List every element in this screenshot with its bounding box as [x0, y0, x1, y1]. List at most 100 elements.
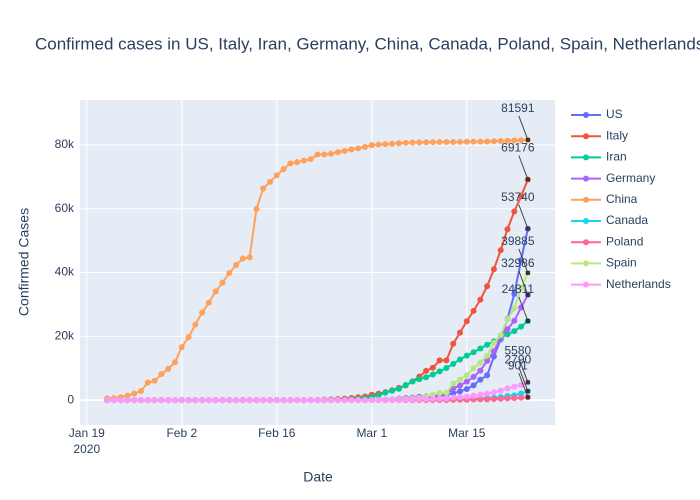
x-axis-title: Date	[303, 469, 333, 485]
annotation-label: 901	[508, 358, 528, 372]
legend-item[interactable]: China	[571, 192, 638, 206]
annotation-head	[525, 137, 530, 142]
data-point	[395, 140, 402, 147]
data-point	[518, 285, 525, 292]
data-point	[328, 397, 335, 404]
data-point	[219, 279, 226, 286]
data-point	[463, 378, 470, 385]
data-point	[518, 137, 525, 144]
annotation-arrow	[518, 358, 529, 383]
legend-marker	[583, 133, 589, 140]
data-point	[463, 393, 470, 400]
data-point	[423, 396, 430, 403]
data-point	[273, 397, 280, 404]
annotation-label: 5580	[505, 343, 532, 357]
data-point	[504, 395, 511, 402]
data-point	[429, 139, 436, 146]
data-point	[165, 397, 172, 404]
data-point	[457, 138, 463, 145]
data-point	[457, 329, 463, 336]
x-tick-label: Mar 15	[448, 426, 486, 440]
data-point	[429, 364, 436, 371]
data-point	[457, 394, 463, 401]
data-point	[165, 365, 172, 372]
data-point	[300, 157, 307, 164]
chart-title: Confirmed cases in US, Italy, Iran, Germ…	[35, 34, 700, 53]
data-point	[497, 137, 504, 144]
data-point	[436, 139, 443, 146]
legend-label: Italy	[606, 128, 628, 142]
data-point	[429, 371, 436, 378]
annotation-head	[525, 318, 530, 323]
legend-label: China	[606, 192, 638, 206]
annotation-head	[525, 380, 530, 385]
data-point	[484, 357, 491, 364]
data-point	[416, 396, 423, 403]
legend: US Italy Iran Germany China Canada Poland Spain…	[571, 107, 671, 291]
data-point	[477, 359, 484, 366]
data-point	[490, 266, 497, 273]
legend-item[interactable]: Italy	[571, 128, 628, 142]
data-point	[375, 392, 382, 399]
legend-label: Poland	[606, 234, 643, 248]
series-group	[104, 136, 531, 404]
annotation-head	[525, 226, 530, 231]
data-point	[511, 290, 518, 297]
x-tick-label: Feb 2	[166, 426, 197, 440]
legend-item[interactable]: Iran	[571, 150, 627, 164]
y-tick-label: 80k	[55, 137, 75, 151]
data-point	[497, 332, 504, 339]
data-point	[484, 283, 491, 290]
legend-item[interactable]: Spain	[571, 256, 637, 270]
legend-item[interactable]: Netherlands	[571, 277, 671, 291]
legend-item[interactable]: US	[571, 107, 623, 121]
data-point	[267, 178, 273, 185]
data-point	[450, 360, 457, 367]
data-point	[409, 396, 416, 403]
annotation-label: 2790	[505, 352, 532, 366]
data-point	[477, 396, 484, 403]
data-point	[389, 140, 396, 147]
data-point	[463, 372, 470, 379]
data-point	[484, 138, 491, 145]
data-point	[185, 397, 192, 404]
data-point	[484, 396, 491, 403]
x-tick-year: 2020	[73, 442, 100, 456]
data-point	[477, 138, 484, 145]
data-point	[192, 397, 199, 404]
y-tick-label: 20k	[55, 329, 75, 343]
data-point	[131, 397, 138, 404]
data-point	[348, 146, 355, 153]
data-point	[341, 147, 348, 154]
data-point	[328, 150, 335, 157]
data-point	[246, 397, 253, 404]
data-point	[497, 247, 504, 254]
data-point	[402, 381, 409, 388]
data-point	[497, 387, 504, 394]
legend-item[interactable]: Poland	[571, 234, 643, 248]
data-point	[375, 397, 382, 404]
data-point	[368, 397, 375, 404]
annotation-label: 69176	[501, 141, 535, 155]
legend-label: US	[606, 107, 623, 121]
annotation-head	[525, 270, 530, 275]
data-point	[382, 397, 389, 404]
data-point	[151, 397, 158, 404]
data-point	[450, 340, 457, 347]
y-tick-label: 60k	[55, 201, 75, 215]
data-point	[423, 374, 430, 381]
annotation-arrow	[518, 367, 529, 392]
y-tick-label: 0	[67, 392, 74, 406]
legend-label: Netherlands	[606, 277, 671, 291]
data-point	[484, 341, 491, 348]
data-point	[463, 318, 470, 325]
data-point	[457, 376, 463, 383]
legend-item[interactable]: Germany	[571, 171, 655, 185]
data-point	[382, 141, 389, 148]
legend-item[interactable]: Canada	[571, 213, 648, 227]
data-point	[185, 334, 192, 341]
data-point	[477, 391, 484, 398]
data-point	[172, 397, 178, 404]
data-point	[429, 391, 436, 398]
data-point	[490, 389, 497, 396]
